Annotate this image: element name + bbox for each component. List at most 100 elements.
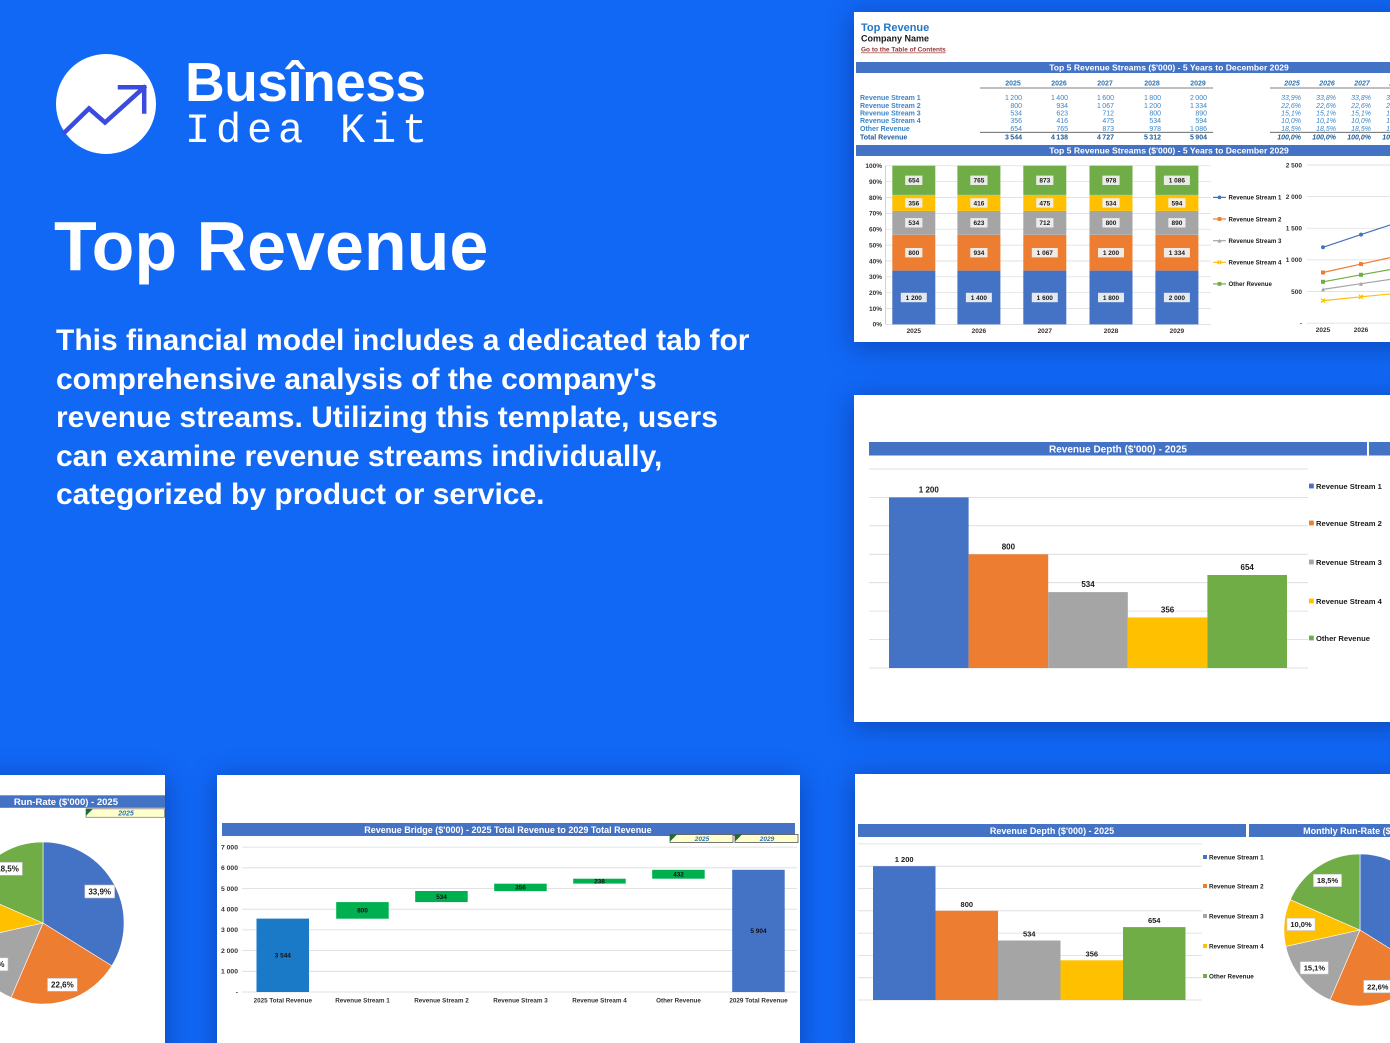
svg-text:873: 873 <box>1039 178 1050 185</box>
svg-text:356: 356 <box>908 200 919 207</box>
svg-text:1 200: 1 200 <box>906 295 923 302</box>
svg-text:Monthly Run-Rate ($'000) - 202: Monthly Run-Rate ($'000) - 2025 <box>1303 826 1390 836</box>
svg-text:100,0%: 100,0% <box>1382 134 1390 141</box>
svg-text:800: 800 <box>1010 103 1022 110</box>
svg-text:10,0%: 10,0% <box>1290 920 1312 929</box>
svg-text:1 600: 1 600 <box>1097 95 1114 102</box>
svg-text:10,0%: 10,0% <box>1351 118 1371 125</box>
svg-text:2027: 2027 <box>1097 81 1113 88</box>
svg-text:1 500: 1 500 <box>1286 226 1303 233</box>
svg-text:18,5%: 18,5% <box>1386 126 1390 133</box>
svg-text:654: 654 <box>1010 126 1022 133</box>
svg-text:1 200: 1 200 <box>1005 95 1022 102</box>
svg-text:978: 978 <box>1149 126 1161 133</box>
svg-text:Revenue Stream 3: Revenue Stream 3 <box>1316 558 1382 567</box>
svg-text:2027: 2027 <box>1038 328 1053 335</box>
svg-text:534: 534 <box>1149 118 1161 125</box>
svg-text:356: 356 <box>1086 949 1099 958</box>
svg-text:890: 890 <box>1171 220 1182 227</box>
svg-text:1 800: 1 800 <box>1144 95 1161 102</box>
svg-text:2025: 2025 <box>907 328 922 335</box>
svg-text:765: 765 <box>1056 126 1068 133</box>
svg-text:10,1%: 10,1% <box>1386 118 1390 125</box>
svg-text:2 000: 2 000 <box>1190 95 1207 102</box>
svg-text:800: 800 <box>357 908 368 915</box>
svg-text:Revenue Stream 4: Revenue Stream 4 <box>860 118 921 125</box>
svg-text:15,1%: 15,1% <box>1281 111 1301 118</box>
svg-text:22,6%: 22,6% <box>1315 103 1336 110</box>
svg-text:Revenue Stream 4: Revenue Stream 4 <box>1229 260 1282 267</box>
svg-text:10%: 10% <box>869 306 882 313</box>
svg-text:18,5%: 18,5% <box>1317 876 1339 885</box>
svg-text:534: 534 <box>1081 580 1095 589</box>
svg-text:238: 238 <box>594 879 605 886</box>
svg-text:18,5%: 18,5% <box>1316 126 1336 133</box>
svg-text:1 200: 1 200 <box>1103 250 1120 257</box>
svg-text:1 334: 1 334 <box>1169 250 1186 257</box>
svg-text:873: 873 <box>1102 126 1114 133</box>
svg-text:2 500: 2 500 <box>1286 162 1303 169</box>
svg-text:Revenue Stream 3: Revenue Stream 3 <box>1209 913 1264 920</box>
svg-text:4 000: 4 000 <box>221 907 238 914</box>
svg-text:2 000: 2 000 <box>1286 194 1303 201</box>
svg-text:Top 5 Revenue Streams ($'000): Top 5 Revenue Streams ($'000) - 5 Years … <box>1049 146 1289 156</box>
svg-text:800: 800 <box>1106 220 1117 227</box>
svg-text:3 544: 3 544 <box>275 953 292 960</box>
svg-text:534: 534 <box>436 894 447 901</box>
svg-text:2029 Total Revenue: 2029 Total Revenue <box>729 998 788 1005</box>
svg-text:1 200: 1 200 <box>1144 103 1161 110</box>
svg-text:Revenue Stream 4: Revenue Stream 4 <box>572 998 627 1005</box>
svg-text:800: 800 <box>908 250 919 257</box>
svg-text:Other Revenue: Other Revenue <box>656 998 701 1005</box>
svg-text:18,5%: 18,5% <box>1351 126 1371 133</box>
svg-text:0%: 0% <box>873 322 883 329</box>
svg-text:Company Name: Company Name <box>861 34 929 44</box>
svg-text:2028: 2028 <box>1388 81 1390 88</box>
svg-text:765: 765 <box>973 178 984 185</box>
svg-text:10,1%: 10,1% <box>1316 118 1336 125</box>
svg-text:1 200: 1 200 <box>919 485 940 494</box>
svg-text:22,6%: 22,6% <box>1280 103 1301 110</box>
svg-text:33,9%: 33,9% <box>1281 95 1301 102</box>
svg-text:934: 934 <box>1056 103 1068 110</box>
svg-text:100,0%: 100,0% <box>1312 134 1337 141</box>
svg-text:1 400: 1 400 <box>1051 95 1068 102</box>
svg-text:Revenue Stream 3: Revenue Stream 3 <box>1229 238 1282 245</box>
svg-text:2028: 2028 <box>1144 81 1160 88</box>
svg-text:800: 800 <box>961 900 974 909</box>
svg-text:Revenue Stream 4: Revenue Stream 4 <box>1209 943 1264 950</box>
svg-text:4 138: 4 138 <box>1051 134 1068 141</box>
svg-text:356: 356 <box>1010 118 1022 125</box>
svg-text:2025: 2025 <box>117 811 134 818</box>
svg-text:623: 623 <box>1056 111 1068 118</box>
svg-text:1 334: 1 334 <box>1190 103 1207 110</box>
svg-text:15,1%: 15,1% <box>1316 111 1336 118</box>
svg-text:1 067: 1 067 <box>1097 103 1114 110</box>
svg-text:534: 534 <box>908 220 919 227</box>
svg-text:534: 534 <box>1106 200 1117 207</box>
svg-text:416: 416 <box>973 200 984 207</box>
svg-text:Other Revenue: Other Revenue <box>1209 973 1254 980</box>
svg-text:2 000: 2 000 <box>221 948 238 955</box>
svg-text:Total Revenue: Total Revenue <box>860 134 907 141</box>
svg-text:1 800: 1 800 <box>1103 295 1120 302</box>
svg-text:416: 416 <box>1056 118 1068 125</box>
svg-text:2026: 2026 <box>1318 81 1335 88</box>
svg-text:10,0%: 10,0% <box>1281 118 1301 125</box>
svg-text:Other Revenue: Other Revenue <box>1229 281 1273 288</box>
svg-text:2025: 2025 <box>694 836 710 843</box>
svg-text:Revenue Bridge ($'000) - 2025: Revenue Bridge ($'000) - 2025 Total Reve… <box>364 825 651 835</box>
svg-text:534: 534 <box>1010 111 1022 118</box>
svg-text:80%: 80% <box>869 195 882 202</box>
svg-text:-: - <box>1300 320 1302 327</box>
svg-text:Revenue Stream 1: Revenue Stream 1 <box>335 998 390 1005</box>
svg-text:6 000: 6 000 <box>221 865 238 872</box>
svg-text:475: 475 <box>1102 118 1114 125</box>
svg-text:22,6%: 22,6% <box>51 981 74 990</box>
svg-text:2029: 2029 <box>1170 328 1185 335</box>
svg-text:Revenue Stream 1: Revenue Stream 1 <box>860 95 921 102</box>
svg-text:70%: 70% <box>869 211 882 218</box>
svg-text:1 086: 1 086 <box>1190 126 1207 133</box>
svg-text:654: 654 <box>908 178 919 185</box>
svg-text:90%: 90% <box>869 179 882 186</box>
